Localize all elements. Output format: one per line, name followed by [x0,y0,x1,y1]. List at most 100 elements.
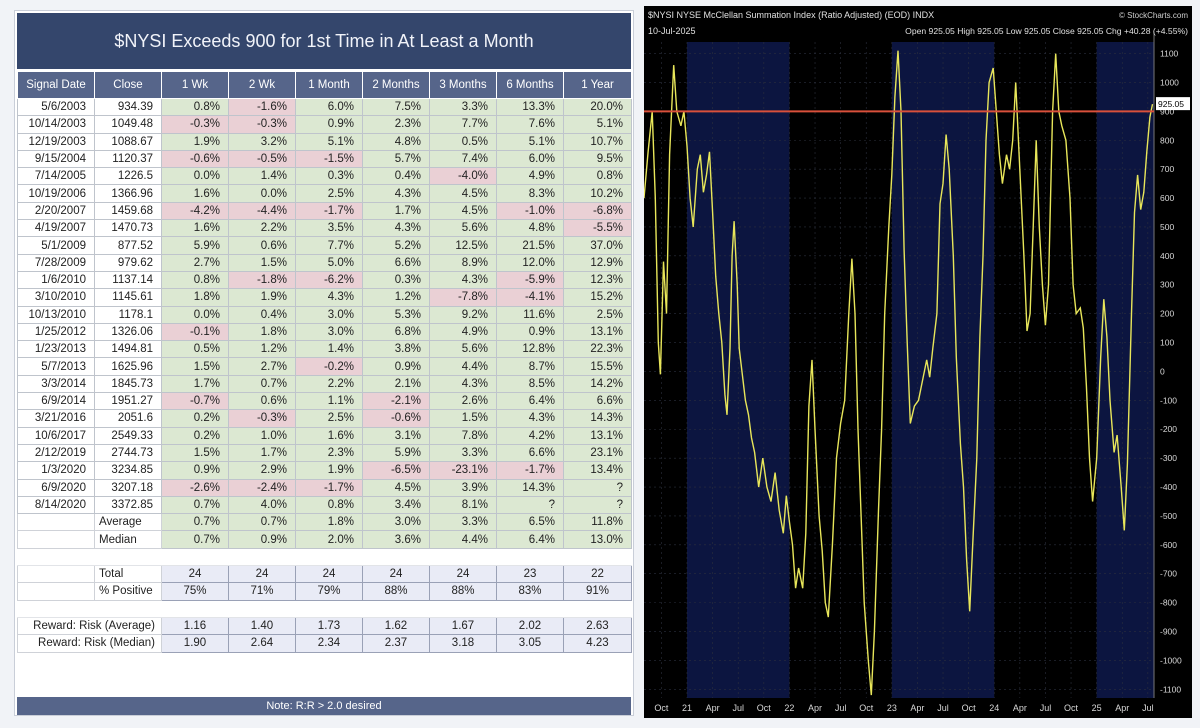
table-row: 6/9/2014 1951.27 -0.7% 0.6% 1.1% -2.1% 2.6% 6.4… [17,392,632,411]
table-cell: 2.64 [228,634,296,653]
table-cell: 0.2% [161,426,229,445]
y-tick-label: -800 [1160,598,1177,608]
table-cell: 4/19/2007 [17,219,95,238]
table-cell: 3.6% [362,530,430,549]
table-cell [563,599,632,618]
table-cell [17,547,95,567]
y-tick-label: 1000 [1160,77,1179,87]
table-cell: 1/23/2013 [17,340,95,359]
table-cell: -2.6% [161,478,229,497]
table-cell [228,547,296,567]
y-tick-label: 800 [1160,135,1174,145]
table-cell: 1.90 [161,634,229,653]
table-cell [496,599,564,618]
table-row: 1/25/2012 1326.06 -0.1% 1.8% 3.0% 6.8% 4.9% 0.9… [17,322,632,342]
table-row: 12/19/2003 1088.67 1.9% 3.2% 5.1% 4.8% 0.5% 5.1… [17,132,632,151]
table-cell: 6.4% [496,392,564,411]
table-cell: -1.7% [295,478,363,497]
x-tick-label: Oct [962,703,977,713]
table-cell: 1.8% [228,322,296,342]
table-cell: 3234.85 [94,461,162,480]
table-cell: 7.7% [295,236,363,255]
table-cell: 24 [228,565,296,584]
x-tick-label: 25 [1092,703,1102,713]
table-cell: 6/9/2014 [17,392,95,411]
x-tick-label: 21 [682,703,692,713]
chart-source: © StockCharts.com [1119,11,1188,20]
table-cell: 877.52 [94,236,162,255]
table-cell: 1.0% [228,426,296,445]
table-cell: -1.7% [496,461,564,480]
table-cell: 7/14/2005 [17,167,95,186]
table-cell: 0.2% [161,409,229,428]
table-row: 3/10/2010 1145.61 1.8% 1.9% 4.3% 1.2% -7.8% -4.… [17,288,632,307]
table-cell: 14.3% [563,409,632,428]
last-value-label: 925.05 [1158,99,1184,109]
column-header: 1 Wk [161,71,229,99]
table-cell: 7.8% [429,426,497,445]
table-cell: 0.8% [295,495,363,515]
table-cell: 5/6/2003 [17,97,95,117]
table-cell: 0.0% [161,305,229,324]
table-cell: 2.63 [563,616,632,636]
table-cell: -7.8% [429,288,497,307]
table-cell: 4.3% [429,270,497,290]
table-row: 5/6/2003 934.39 0.8% -1.6% 6.0% 7.5% 3.3% 13.3%… [17,97,632,117]
table-cell: 6.6% [496,443,564,463]
y-tick-label: -500 [1160,511,1177,521]
table-cell: -5.9% [496,270,564,290]
table-cell: 1.16 [161,616,229,636]
table-cell: 4.0% [228,495,296,515]
column-header: 3 Months [429,71,497,99]
y-tick-label: -400 [1160,482,1177,492]
table-cell: 1951.27 [94,392,162,411]
table-cell: 4.5% [429,184,497,203]
table-cell: 1.2% [362,288,430,307]
table-cell: 9/15/2004 [17,149,95,169]
table-note: Note: R:R > 2.0 desired [17,697,631,715]
table-cell: 8.5% [496,374,564,394]
table-cell: 0.7% [161,495,229,515]
table-row: 1/6/2010 1137.14 0.8% -1.8% -6.2% 0.3% 4.3% -5.… [17,270,632,290]
table-cell: 3.4% [362,495,430,515]
table-cell: 8.9% [429,253,497,272]
x-tick-label: Oct [859,703,874,713]
summary-row: % Positive 75% 71% 79% 88% 88% 83% 91% [17,582,632,601]
table-cell: 13.0% [563,530,632,549]
table-cell: 0.7% [161,530,229,549]
table-cell [94,547,162,567]
table-cell: -1.8% [228,270,296,290]
table-cell: 1.7% [228,443,296,463]
table-cell: -0.3% [228,115,296,134]
table-cell: 2.2% [228,219,296,238]
table-cell: 0.5% [429,132,497,151]
table-cell: 10/13/2010 [17,305,95,324]
y-tick-label: -900 [1160,627,1177,637]
table-cell: 5.7% [362,149,430,169]
table-cell: 4.8% [362,132,430,151]
x-tick-label: Oct [1064,703,1079,713]
table-cell: 0.6% [228,236,296,255]
table-row: 10/19/2006 1366.96 1.6% 0.0% 2.5% 4.3% 4.5% 8.3… [17,184,632,203]
table-cell: -4.0% [429,167,497,186]
table-row: 10/13/2010 1178.1 0.0% 0.4% 3.0% 5.3% 9.2% 11.6… [17,305,632,324]
table-cell: 0.9% [496,322,564,342]
table-cell: 1137.14 [94,270,162,290]
table-cell: -4.4% [228,201,296,221]
table-cell: Median [94,530,162,549]
table-cell: 2.2% [295,374,363,394]
y-tick-label: -700 [1160,569,1177,579]
x-tick-label: Oct [757,703,772,713]
table-cell: 1845.73 [94,374,162,394]
table-cell: 0.0% [161,167,229,186]
table-cell: 1.7% [362,201,430,221]
table-cell: 88% [429,582,497,601]
x-tick-label: Jul [1142,703,1154,713]
table-cell: 9.2% [429,305,497,324]
table-cell: 1.1% [295,392,363,411]
table-cell: 4.3% [295,288,363,307]
table-cell: 22.3% [563,340,632,359]
table-row: 3/3/2014 1845.73 1.7% 0.7% 2.2% 2.1% 4.3% 8.5% 1… [17,374,632,394]
table-cell: 3.5% [295,219,363,238]
table-cell: 13.3% [496,97,564,117]
